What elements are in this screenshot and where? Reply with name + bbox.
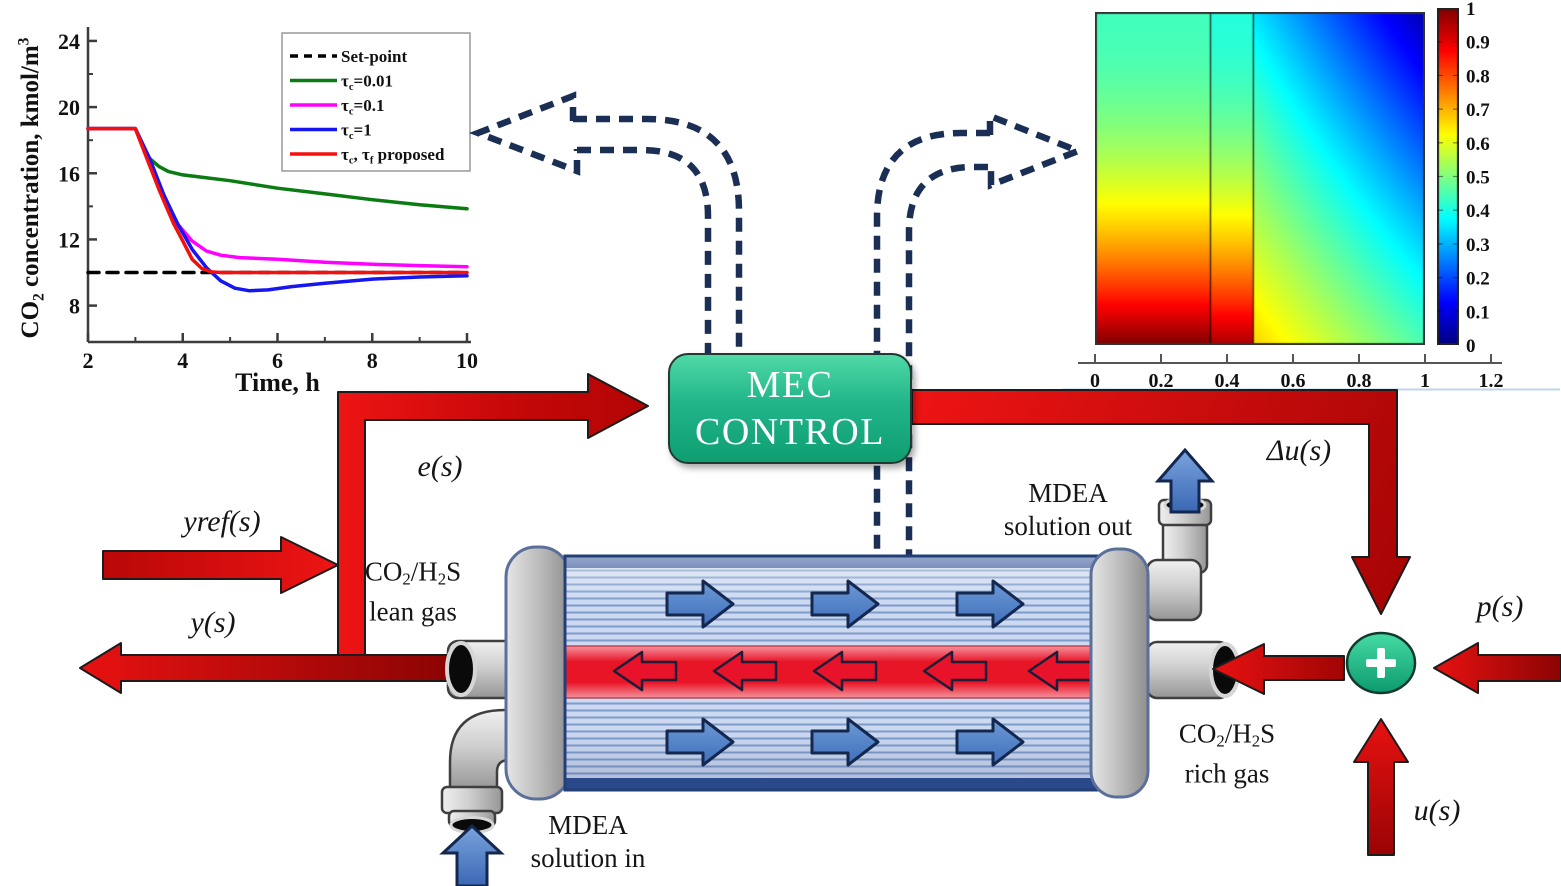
mdea-out-label: MDEA solution out [1004, 477, 1132, 543]
summing-junction [1212, 631, 1417, 695]
lean-gas-label-line2: lean gas [369, 596, 457, 627]
left-flange [504, 545, 572, 801]
mdea-in-arrow [439, 823, 505, 886]
controller-label-line2: CONTROL [695, 410, 885, 453]
svg-text:0.7: 0.7 [1466, 100, 1490, 121]
mdea-in-collar [440, 785, 504, 815]
svg-text:0: 0 [1466, 336, 1476, 357]
svg-text:0: 0 [1090, 370, 1100, 392]
plus-icon [1377, 648, 1385, 678]
svg-text:τc=1: τc=1 [341, 121, 372, 143]
svg-text:1: 1 [1420, 370, 1430, 392]
u-input-arrow [1353, 718, 1409, 856]
svg-text:0.8: 0.8 [1466, 66, 1490, 87]
svg-text:2: 2 [83, 348, 94, 373]
controller-to-plots-dashed-arrows [468, 91, 1087, 563]
mdea-in-label-line2: solution in [530, 843, 646, 873]
solvent-flow-arrow [665, 579, 735, 629]
yref-signal-label: yref(s) [183, 505, 261, 538]
svg-text:Time, h: Time, h [235, 368, 320, 397]
yref-arrow [102, 536, 339, 594]
y-signal-label: y(s) [190, 606, 236, 639]
mdea-out-label-line2: solution out [1003, 511, 1133, 541]
svg-text:0.2: 0.2 [1149, 370, 1174, 392]
lean-gas-pipe-opening [445, 641, 477, 697]
gas-flow-arrow [922, 650, 988, 692]
rich-gas-label-line1: CO2/H2S [1178, 718, 1276, 751]
dashed-arrowhead-right-icon [986, 111, 1087, 190]
svg-text:0.6: 0.6 [1466, 134, 1490, 155]
rich-gas-label: CO2/H2S rich gas [1179, 717, 1275, 790]
concentration-heatmap [1095, 12, 1425, 345]
solvent-flow-arrow [810, 579, 880, 629]
gas-flow-arrow [812, 650, 878, 692]
svg-text:CO2 concentration, kmol/m3: CO2 concentration, kmol/m3 [16, 37, 48, 338]
mdea-in-label-line1: MDEA [548, 810, 628, 840]
svg-text:16: 16 [58, 161, 80, 186]
gas-flow-arrow [612, 650, 678, 692]
solvent-flow-arrow [665, 717, 735, 767]
svg-text:0.6: 0.6 [1281, 370, 1306, 392]
solvent-flow-arrow [955, 579, 1025, 629]
mdea-out-arrow [1154, 447, 1216, 514]
gas-flow-arrow [1027, 650, 1093, 692]
svg-text:24: 24 [58, 29, 80, 54]
signal-flow-arrows [79, 373, 1561, 856]
dashed-arrow-right-inner [905, 163, 988, 563]
svg-text:τc=0.1: τc=0.1 [341, 96, 384, 118]
y-output-arrow [79, 642, 449, 694]
svg-text:0.1: 0.1 [1466, 302, 1490, 323]
lean-gas-label-line1: CO2/H2S [364, 556, 462, 589]
solvent-flow-arrow [955, 717, 1025, 767]
mec-controller-block: MEC CONTROL [668, 353, 912, 464]
lean-gas-label: CO2/H2S lean gas [365, 555, 461, 628]
membrane-contactor [439, 447, 1241, 886]
svg-text:0.8: 0.8 [1347, 370, 1372, 392]
svg-text:12: 12 [58, 227, 80, 252]
heatmap-axis: 0 0.2 0.4 0.6 0.8 1 1.200.10.20.30.40.50.60.70… [1062, 0, 1560, 392]
svg-text:τc, τf proposed: τc, τf proposed [341, 145, 445, 167]
svg-text:Set-point: Set-point [341, 47, 407, 66]
svg-text:1.2: 1.2 [1479, 370, 1504, 392]
svg-text:0.4: 0.4 [1215, 370, 1240, 392]
svg-text:1: 1 [1466, 0, 1476, 20]
error-signal-label: e(s) [417, 450, 463, 483]
controller-label-line1: MEC [746, 364, 834, 407]
dashed-arrow-left-outer [573, 115, 743, 353]
delta-u-signal-label: Δu(s) [1266, 434, 1332, 467]
svg-text:0.2: 0.2 [1466, 269, 1490, 290]
delta-u-path [911, 389, 1411, 615]
mdea-out-label-line1: MDEA [1028, 478, 1108, 508]
solvent-flow-arrow [810, 717, 880, 767]
svg-text:0.4: 0.4 [1466, 201, 1490, 222]
svg-text:8: 8 [69, 294, 80, 319]
svg-text:0.5: 0.5 [1466, 168, 1490, 189]
svg-text:τc=0.01: τc=0.01 [341, 72, 393, 94]
svg-text:4: 4 [177, 348, 188, 373]
svg-text:20: 20 [58, 95, 80, 120]
right-flange [1089, 547, 1150, 799]
mdea-in-label: MDEA solution in [531, 809, 646, 875]
p-disturbance-arrow [1433, 642, 1561, 694]
mdea-out-elbow [1145, 558, 1203, 622]
dashed-arrow-left-inner [577, 146, 712, 353]
svg-text:10: 10 [456, 348, 478, 373]
dashed-arrow-right-outer [873, 129, 990, 563]
svg-text:0.9: 0.9 [1466, 33, 1490, 54]
svg-text:8: 8 [367, 348, 378, 373]
rich-gas-feed-arrow [1212, 643, 1345, 695]
svg-text:6: 6 [272, 348, 283, 373]
dashed-arrowhead-left-icon [468, 91, 581, 176]
svg-text:0.3: 0.3 [1466, 235, 1490, 256]
gas-flow-arrow [712, 650, 778, 692]
rich-gas-label-line2: rich gas [1184, 758, 1270, 789]
u-signal-label: u(s) [1413, 794, 1461, 827]
p-signal-label: p(s) [1476, 590, 1524, 623]
internal-flow-arrows [612, 579, 1093, 767]
heatmap-colorbar [1437, 8, 1459, 345]
